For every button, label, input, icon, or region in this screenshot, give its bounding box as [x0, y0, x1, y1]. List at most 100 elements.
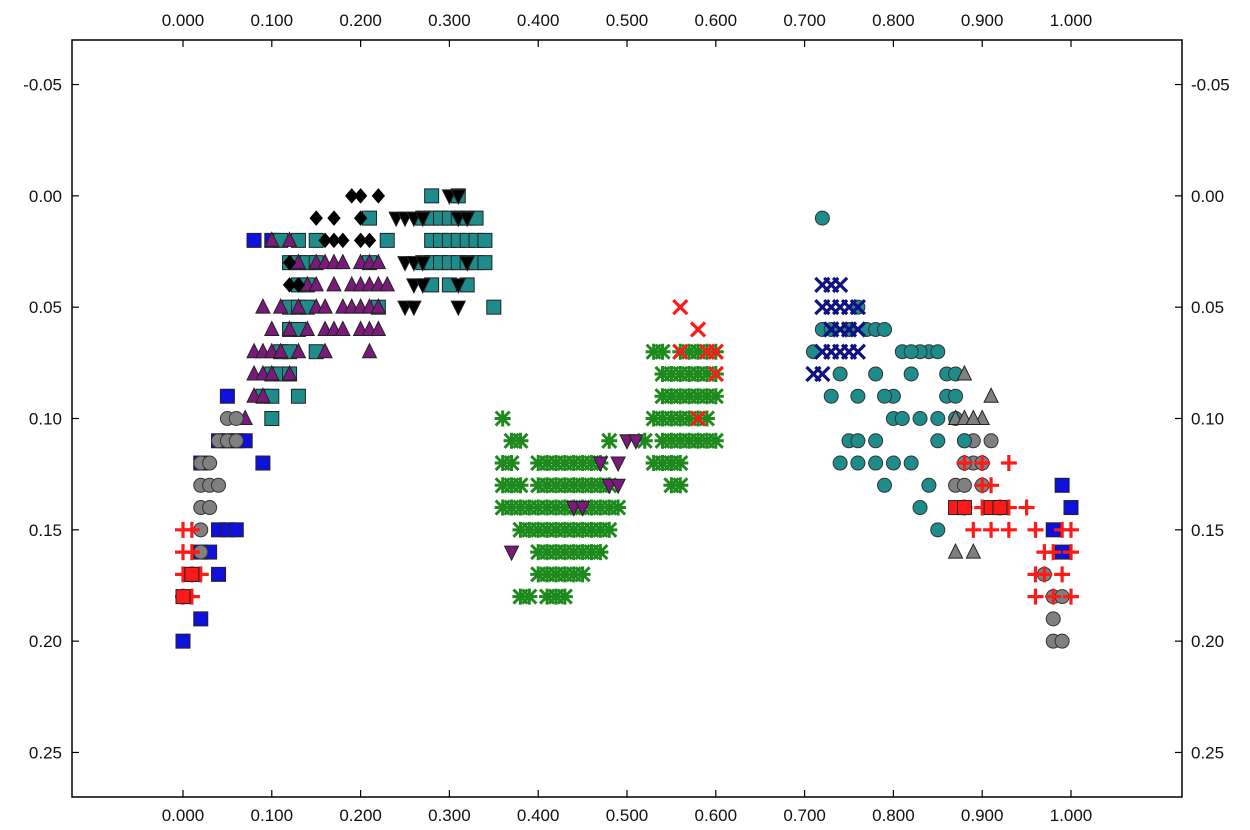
- data-point: [494, 499, 511, 516]
- y-tick-label-left: 0.05: [29, 298, 62, 317]
- data-point: [370, 320, 387, 336]
- data-point: [1045, 544, 1062, 561]
- x-tick-label-bottom: 0.800: [872, 806, 915, 825]
- data-point: [663, 410, 680, 427]
- data-point: [318, 232, 332, 249]
- data-point: [610, 478, 626, 495]
- data-point: [832, 366, 848, 382]
- data-point: [539, 544, 556, 561]
- x-tick-label-top: 0.900: [961, 11, 1004, 30]
- y-tick-label-left: 0.15: [29, 521, 62, 540]
- data-point: [228, 411, 244, 426]
- data-point: [930, 433, 946, 449]
- data-point: [494, 454, 511, 472]
- data-point: [672, 343, 689, 360]
- data-point: [574, 501, 591, 517]
- data-point: [272, 298, 289, 314]
- data-point: [335, 320, 351, 336]
- data-point: [336, 232, 350, 249]
- x-tick-label-top: 0.100: [251, 11, 294, 30]
- data-point: [326, 275, 342, 292]
- data-point: [202, 455, 218, 471]
- data-point: [592, 521, 609, 538]
- data-point: [956, 455, 973, 472]
- data-point: [291, 277, 306, 293]
- data-point: [689, 432, 707, 449]
- data-point: [308, 275, 325, 292]
- data-points: [175, 188, 1079, 649]
- data-point: [610, 499, 627, 516]
- data-point: [1063, 544, 1079, 561]
- data-point: [327, 210, 341, 226]
- data-point: [547, 588, 565, 605]
- data-point: [849, 343, 867, 360]
- data-point: [672, 477, 689, 494]
- data-point: [290, 388, 306, 404]
- data-point: [530, 544, 547, 561]
- data-point: [849, 321, 867, 338]
- axis-ticks: 0.000 0.100 0.200 0.300 0.400 0.500 0.600 0.700…: [23, 11, 1230, 825]
- data-point: [414, 278, 431, 295]
- data-point: [974, 455, 991, 472]
- data-point: [849, 299, 867, 316]
- y-tick-label-right: 0.15: [1191, 521, 1224, 540]
- data-point: [592, 544, 609, 561]
- y-tick-label-left: 0.00: [29, 187, 62, 206]
- data-point: [654, 388, 671, 405]
- data-point: [885, 455, 901, 471]
- data-point: [539, 477, 556, 494]
- x-tick-label-bottom: 1.000: [1050, 806, 1093, 825]
- data-point: [263, 231, 280, 247]
- data-point: [983, 433, 999, 449]
- data-point: [353, 188, 368, 204]
- data-point: [698, 365, 715, 383]
- data-point: [281, 320, 298, 336]
- data-point: [219, 388, 235, 404]
- data-point: [246, 232, 262, 248]
- x-tick-label-top: 0.700: [783, 11, 826, 30]
- x-tick-label-top: 0.200: [339, 11, 382, 30]
- data-point: [565, 454, 582, 472]
- data-point: [255, 387, 271, 403]
- data-point: [309, 210, 323, 226]
- data-point: [477, 232, 493, 248]
- data-point: [965, 409, 982, 425]
- data-point: [183, 521, 200, 538]
- data-point: [494, 477, 511, 494]
- data-point: [183, 544, 200, 561]
- data-point: [583, 454, 600, 472]
- data-point: [610, 456, 626, 473]
- data-point: [654, 432, 671, 449]
- data-point: [272, 342, 289, 359]
- data-point: [877, 388, 893, 404]
- data-point: [547, 454, 565, 472]
- data-point: [521, 499, 538, 516]
- data-point: [547, 499, 565, 516]
- data-point: [290, 298, 307, 314]
- data-point: [868, 433, 884, 449]
- data-point: [672, 299, 689, 316]
- data-point: [681, 432, 698, 449]
- data-point: [477, 255, 493, 271]
- y-tick-label-left: 0.25: [29, 743, 62, 762]
- data-point: [877, 321, 893, 337]
- data-point: [681, 410, 698, 427]
- data-point: [850, 433, 866, 449]
- y-tick-label-left: -0.05: [23, 76, 62, 95]
- data-point: [1063, 521, 1079, 538]
- data-point: [530, 521, 547, 538]
- data-point: [1054, 477, 1070, 493]
- data-point: [992, 500, 1008, 516]
- x-tick-label-bottom: 0.700: [783, 806, 826, 825]
- data-point: [628, 434, 644, 450]
- y-tick-label-left: 0.10: [29, 410, 62, 429]
- data-point: [592, 456, 609, 473]
- x-tick-label-top: 0.800: [872, 11, 915, 30]
- data-point: [255, 455, 271, 471]
- data-point: [698, 410, 715, 427]
- plot-frame: [71, 39, 1183, 798]
- data-point: [1054, 566, 1071, 583]
- data-point: [290, 342, 307, 359]
- x-tick-label-bottom: 0.100: [251, 806, 294, 825]
- y-tick-label-right: 0.20: [1191, 632, 1224, 651]
